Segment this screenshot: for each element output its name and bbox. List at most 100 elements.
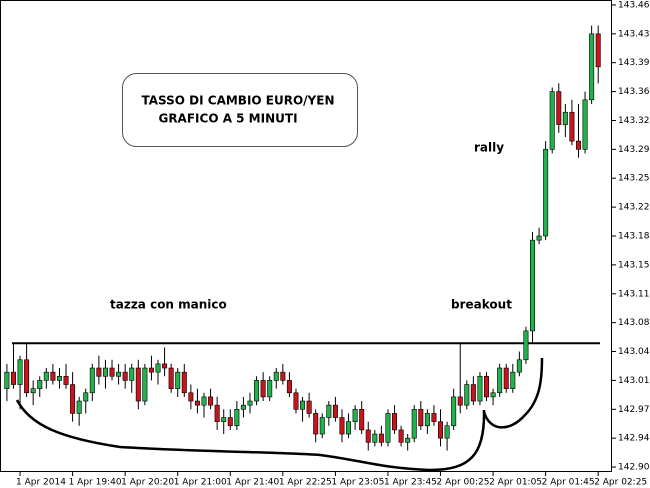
chart-title: TASSO DI CAMBIO EURO/YEN (142, 94, 335, 108)
candle-body (56, 375, 62, 381)
y-tick-label: 143.010 (618, 376, 650, 386)
candle-body (556, 91, 562, 125)
candle-body (116, 371, 122, 377)
candle-body (497, 367, 503, 394)
cup-curve (15, 399, 486, 472)
candle-body (516, 359, 522, 373)
chart-subtitle: GRAFICO A 5 MINUTI (158, 112, 297, 126)
candle-body (300, 400, 306, 410)
candle-body (254, 380, 260, 402)
y-tick-label: 143.290 (618, 145, 650, 155)
y-tick-label: 143.115 (618, 289, 650, 299)
candle-body (188, 392, 194, 402)
title-box (122, 73, 358, 147)
candle-body (438, 421, 444, 439)
candle-body (10, 371, 16, 385)
candle-body (319, 417, 325, 435)
candle-body (477, 375, 483, 402)
y-tick-label: 143.325 (618, 116, 650, 126)
x-tick-label: 1 Apr 19:40 (69, 478, 122, 488)
candle-body (43, 371, 49, 381)
y-tick-label: 143.255 (618, 174, 650, 184)
handle-curve (482, 357, 544, 429)
candle-body (392, 413, 398, 431)
y-tick-label: 143.360 (618, 87, 650, 97)
candle-body (227, 417, 233, 427)
y-tick-label: 143.045 (618, 347, 650, 357)
annotation: breakout (451, 298, 512, 312)
candle-body (536, 235, 542, 241)
candle-body (510, 371, 516, 389)
y-tick-label: 143.150 (618, 260, 650, 270)
candle-body (234, 408, 240, 427)
candle-body (470, 384, 476, 402)
candle-body (162, 363, 168, 369)
candle-body (418, 408, 424, 427)
candle-body (464, 384, 470, 406)
candle-body (24, 359, 30, 394)
candle-body (214, 404, 220, 422)
candle-body (102, 367, 108, 377)
candle-body (385, 413, 391, 443)
candle-body (286, 380, 292, 394)
x-tick-label: 2 Apr 01:45 (542, 478, 595, 488)
candle-body (267, 380, 273, 398)
candle-body (168, 367, 174, 389)
candle-body (175, 371, 181, 389)
candle-body (529, 239, 535, 332)
candle-body (326, 404, 332, 418)
candle-body (148, 367, 154, 373)
candle-body (378, 433, 384, 443)
candle-body (50, 371, 56, 381)
candle-body (503, 367, 509, 389)
candle-body (181, 371, 187, 394)
y-tick-label: 143.220 (618, 203, 650, 213)
candle-body (431, 413, 437, 422)
x-tick-label: 1 Apr 20:20 (121, 478, 174, 488)
candle-body (411, 408, 417, 439)
x-tick-label: 1 Apr 2014 (16, 478, 66, 488)
candle-body (240, 404, 246, 410)
candle-body (562, 111, 568, 125)
candle-body (37, 380, 43, 389)
candle-body (280, 371, 286, 381)
candle-body (30, 388, 36, 394)
candle-body (372, 433, 378, 443)
candle-body (589, 33, 595, 101)
candle-body (63, 375, 69, 385)
y-tick-label: 142.905 (618, 463, 650, 473)
candle-body (313, 413, 319, 435)
candle-body (76, 400, 82, 414)
annotation: tazza con manico (110, 298, 227, 312)
candle-body (405, 437, 411, 443)
candle-body (582, 99, 588, 150)
x-tick-label: 2 Apr 01:05 (489, 478, 542, 488)
candle-body (346, 421, 352, 435)
candle-body (142, 367, 148, 402)
candle-body (260, 380, 266, 398)
x-tick-label: 1 Apr 21:00 (174, 478, 227, 488)
x-tick-label: 1 Apr 23:05 (331, 478, 384, 488)
y-tick-label: 143.395 (618, 58, 650, 68)
candle-body (194, 400, 200, 406)
y-tick-label: 143.080 (618, 318, 650, 328)
candle-body (109, 367, 115, 377)
x-tick-label: 2 Apr 02:25 (594, 478, 647, 488)
candle-body (89, 367, 95, 394)
annotation: rally (474, 141, 504, 155)
candle-body (135, 367, 141, 402)
candle-body (543, 149, 549, 237)
x-tick-label: 1 Apr 22:25 (279, 478, 332, 488)
x-tick-label: 1 Apr 21:40 (226, 478, 279, 488)
candle-body (129, 367, 135, 381)
y-tick-label: 142.940 (618, 434, 650, 444)
candle-body (549, 91, 555, 150)
candle-body (17, 359, 23, 385)
candle-body (490, 392, 496, 398)
candle-body (359, 408, 365, 431)
candle-body (96, 367, 102, 377)
candle-body (424, 413, 430, 427)
y-tick-label: 143.430 (618, 29, 650, 39)
candle-body (575, 140, 581, 150)
